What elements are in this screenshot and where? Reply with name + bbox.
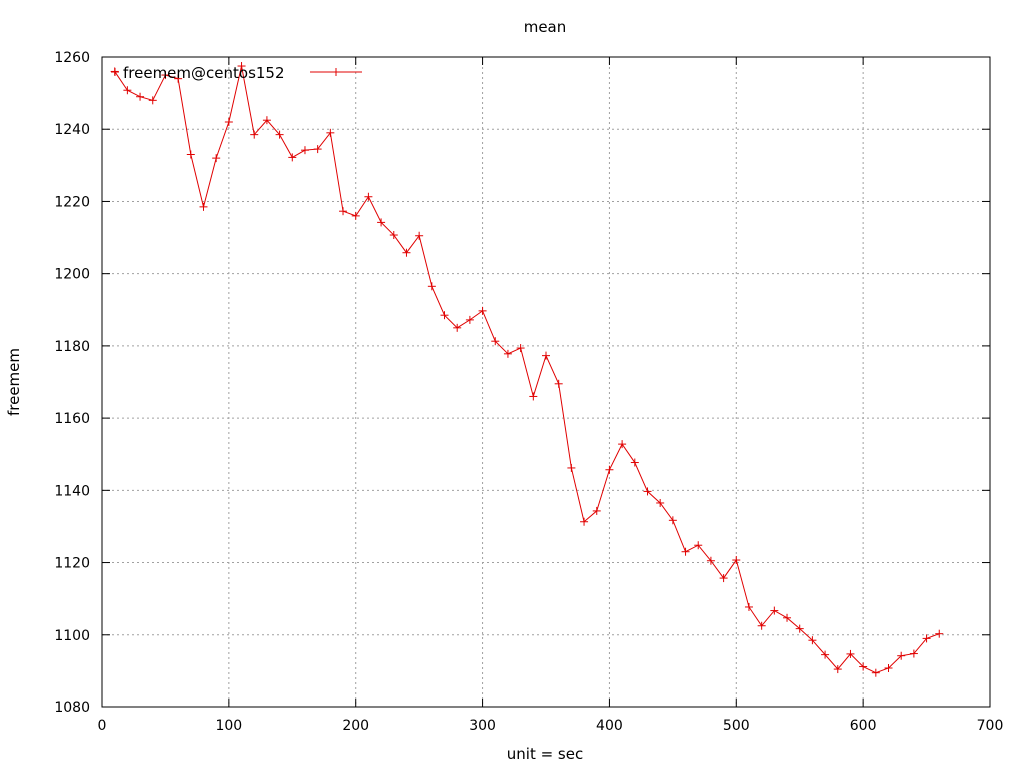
y-tick-label: 1200 [54,267,90,283]
data-point [567,463,576,472]
grid-lines [102,57,990,707]
x-tick-label: 0 [98,718,107,734]
legend-marker [111,68,340,76]
data-point [630,458,639,467]
data-point [846,649,855,658]
x-tick-label: 600 [850,718,877,734]
data-point [503,349,512,358]
y-tick-label: 1100 [54,628,90,644]
x-tick-label: 300 [469,718,496,734]
data-point [656,498,665,507]
data-point [871,668,880,677]
data-point [148,96,157,105]
data-point [897,651,906,660]
data-point [757,621,766,630]
legend-label: freemem@centos152 [123,64,285,82]
data-point [478,306,487,315]
x-tick-label: 100 [215,718,242,734]
y-axis-label: freemem [5,348,23,416]
data-point [364,192,373,201]
data-point [161,71,170,80]
x-tick-label: 200 [342,718,369,734]
data-point [402,248,411,257]
x-axis-label: unit = sec [507,745,583,763]
data-point [174,74,183,83]
data-point [465,315,474,324]
data-point [237,62,246,71]
data-point [808,636,817,645]
data-point [453,323,462,332]
data-point [516,344,525,353]
data-point [123,86,132,95]
data-point [351,211,360,220]
data-point [415,231,424,240]
data-point [326,128,335,137]
data-point [821,650,830,659]
data-point [732,556,741,565]
data-point [275,130,284,139]
series-lines [110,62,944,677]
data-point [643,487,652,496]
data-point [719,574,728,583]
data-point [224,118,233,126]
data-point [199,202,208,211]
chart-title: mean [524,18,567,36]
data-point [300,146,309,155]
data-point [250,130,259,139]
data-point [440,311,449,320]
data-point [668,516,677,525]
data-point [389,231,398,240]
x-tick-label: 700 [977,718,1004,734]
y-tick-label: 1120 [54,556,90,572]
data-point [554,379,563,388]
data-point [288,153,297,162]
y-tick-label: 1160 [54,411,90,427]
data-point [706,556,715,565]
data-point [313,145,322,154]
data-point [339,207,348,216]
data-point [795,624,804,633]
data-point [618,440,627,449]
data-point [529,392,538,401]
y-tick-label: 1080 [54,700,90,716]
data-point [136,92,145,101]
data-point [909,649,918,658]
data-point [884,664,893,672]
data-point [542,351,550,360]
x-tick-label: 500 [723,718,750,734]
data-point [922,634,931,643]
y-tick-label: 1260 [54,50,90,66]
tick-labels: 0 100 200 300 400 500 600 700 1080 1100 1120 1140 11… [54,50,1003,734]
data-point [262,116,271,125]
data-point [833,665,842,674]
y-tick-label: 1180 [54,339,90,355]
data-point [592,506,601,515]
data-point [681,547,690,556]
y-tick-label: 1240 [54,122,90,138]
data-point [212,154,221,163]
axis-ticks [101,56,991,708]
x-tick-label: 400 [596,718,623,734]
data-point [783,613,792,622]
data-point [186,150,195,159]
data-point [935,629,944,638]
legend: freemem@centos152 [111,64,362,82]
data-point [427,282,436,291]
data-point [694,541,703,550]
data-point [605,465,614,474]
data-point [744,602,753,611]
y-tick-label: 1220 [54,194,90,210]
plot-frame [101,56,991,708]
data-point [580,517,589,526]
data-point [377,218,386,227]
data-point [770,606,779,615]
y-tick-label: 1140 [54,483,90,499]
series-line [114,65,940,674]
data-point [859,662,868,671]
data-point [491,337,500,346]
